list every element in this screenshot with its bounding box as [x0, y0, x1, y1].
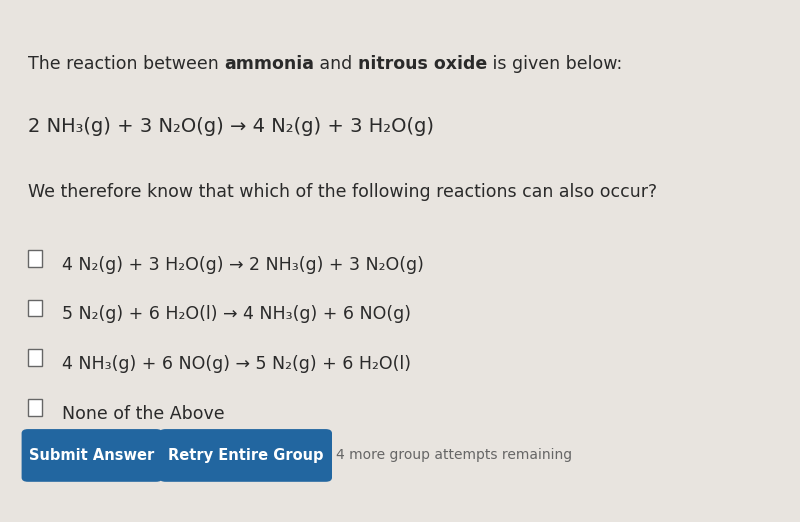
Text: 4 more group attempts remaining: 4 more group attempts remaining — [336, 448, 572, 462]
FancyBboxPatch shape — [22, 429, 162, 482]
FancyBboxPatch shape — [28, 399, 42, 416]
Text: 4 NH₃(g) + 6 NO(g) → 5 N₂(g) + 6 H₂O(l): 4 NH₃(g) + 6 NO(g) → 5 N₂(g) + 6 H₂O(l) — [62, 355, 410, 373]
Text: is given below:: is given below: — [487, 55, 622, 73]
Text: nitrous oxide: nitrous oxide — [358, 55, 487, 73]
Text: 4 N₂(g) + 3 H₂O(g) → 2 NH₃(g) + 3 N₂O(g): 4 N₂(g) + 3 H₂O(g) → 2 NH₃(g) + 3 N₂O(g) — [62, 256, 423, 274]
Text: 5 N₂(g) + 6 H₂O(l) → 4 NH₃(g) + 6 NO(g): 5 N₂(g) + 6 H₂O(l) → 4 NH₃(g) + 6 NO(g) — [62, 305, 410, 323]
Text: ammonia: ammonia — [224, 55, 314, 73]
FancyBboxPatch shape — [28, 300, 42, 316]
Text: The reaction between: The reaction between — [28, 55, 224, 73]
FancyBboxPatch shape — [159, 429, 332, 482]
FancyBboxPatch shape — [28, 250, 42, 267]
FancyBboxPatch shape — [28, 349, 42, 366]
Text: Retry Entire Group: Retry Entire Group — [168, 448, 323, 463]
Text: 2 NH₃(g) + 3 N₂O(g) → 4 N₂(g) + 3 H₂O(g): 2 NH₃(g) + 3 N₂O(g) → 4 N₂(g) + 3 H₂O(g) — [28, 117, 434, 136]
Text: We therefore know that which of the following reactions can also occur?: We therefore know that which of the foll… — [28, 183, 657, 200]
Text: and: and — [314, 55, 358, 73]
Text: Submit Answer: Submit Answer — [30, 448, 154, 463]
Text: None of the Above: None of the Above — [62, 405, 224, 422]
